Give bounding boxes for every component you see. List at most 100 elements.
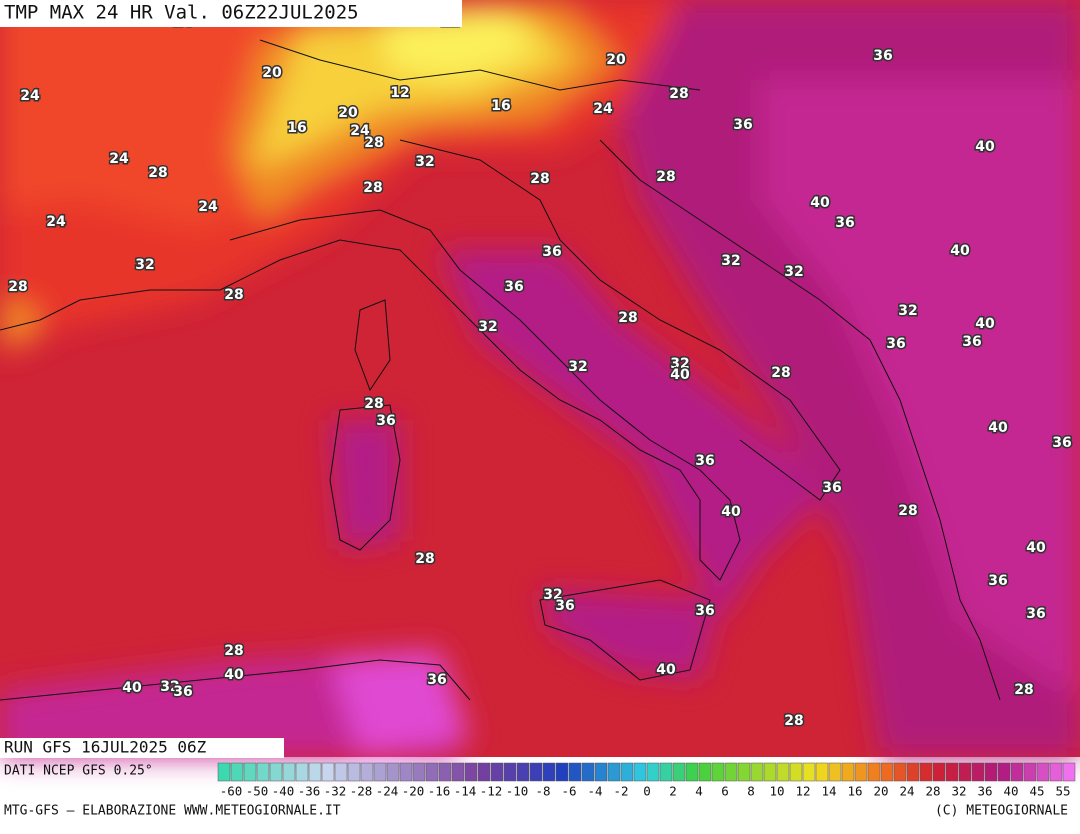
contour-label: 28 [656,169,675,185]
contour-label: 36 [1052,435,1071,451]
contour-label: 28 [8,279,27,295]
colorbar-swatch [789,762,803,782]
contour-label: 28 [530,171,549,187]
colorbar-label: 6 [721,784,729,799]
contour-label: 24 [46,214,66,230]
colorbar-swatch [451,762,465,782]
colorbar-label: 4 [695,784,703,799]
bottom-panel: DATI NCEP GFS 0.25° -60 -50 -40 -36 -32 -28 -2… [4,762,1076,819]
colorbar-label: -50 [246,784,269,799]
colorbar-swatch [503,762,517,782]
colorbar-label: 16 [847,784,862,799]
colorbar-swatch [594,762,608,782]
colorbar: -60 -50 -40 -36 -32 -28 -24 -20 -16 -14 -12 -10 -8 -6… [217,762,1076,799]
contour-label: 40 [1026,540,1046,556]
contour-label: 32 [670,356,689,372]
colorbar-label: 10 [769,784,784,799]
colorbar-swatch [334,762,348,782]
colorbar-swatch [932,762,946,782]
contour-label: 40 [224,667,244,683]
contour-label: 20 [338,105,358,121]
colorbar-label: -60 [220,784,243,799]
contour-label: 28 [415,551,434,567]
colorbar-swatch [997,762,1011,782]
colorbar-swatch [269,762,283,782]
contour-label: 28 [784,713,803,729]
contour-label: 28 [364,135,383,151]
colorbar-swatch [646,762,660,782]
colorbar-swatch [815,762,829,782]
colorbar-swatch [464,762,478,782]
colorbar-swatch [555,762,569,782]
contour-label: 36 [886,336,905,352]
contour-label: 36 [695,453,714,469]
contour-label: 36 [376,413,395,429]
colorbar-label: 28 [925,784,940,799]
contour-label: 32 [160,679,179,695]
contour-label: 40 [975,139,995,155]
contour-label: 16 [287,120,306,136]
colorbar-swatch [958,762,972,782]
colorbar-swatch [659,762,673,782]
contour-label: 24 [109,151,129,167]
contour-label: 28 [224,287,243,303]
colorbar-swatch [243,762,257,782]
colorbar-label: 8 [747,784,755,799]
colorbar-swatch [633,762,647,782]
contour-label: 40 [810,195,830,211]
map-title: TMP MAX 24 HR Val. 06Z22JUL2025 [4,2,359,24]
contour-label: 40 [721,504,741,520]
colorbar-swatch [841,762,855,782]
contour-label: 28 [898,503,917,519]
colorbar-swatch [763,762,777,782]
colorbar-swatch [724,762,738,782]
contour-label: 20 [606,52,626,68]
colorbar-swatch [581,762,595,782]
colorbar-label: 24 [899,784,914,799]
colorbar-swatch [412,762,426,782]
colorbar-swatch [776,762,790,782]
contour-label: 32 [135,257,154,273]
colorbar-swatch [1036,762,1050,782]
colorbar-swatch [217,762,231,782]
contour-label: 28 [148,165,167,181]
colorbar-swatch [360,762,374,782]
contour-label: 32 [415,154,434,170]
colorbar-swatch [919,762,933,782]
colorbar-swatch [945,762,959,782]
run-info: RUN GFS 16JUL2025 06Z [4,738,207,757]
contour-label: 40 [670,367,690,383]
colorbar-label: 36 [977,784,992,799]
contour-label: 36 [835,215,854,231]
colorbar-label: -40 [272,784,295,799]
footer-left: MTG-GFS — ELABORAZIONE WWW.METEOGIORNALE… [4,804,341,819]
colorbar-swatch [1010,762,1024,782]
colorbar-swatch [490,762,504,782]
run-box [0,738,284,758]
colorbar-swatch [542,762,556,782]
colorbar-swatch [971,762,985,782]
colorbar-swatch [750,762,764,782]
colorbar-label: 0 [643,784,651,799]
contour-label: 36 [427,672,446,688]
colorbar-swatch [620,762,634,782]
contour-label: 32 [721,253,740,269]
colorbar-swatch [906,762,920,782]
colorbar-label: 2 [669,784,677,799]
contour-label: 40 [950,243,970,259]
contour-label: 36 [555,598,574,614]
colorbar-swatch [854,762,868,782]
colorbar-label: -14 [454,784,477,799]
contour-label: 28 [618,310,637,326]
colorbar-label: 14 [821,784,836,799]
contour-label: 32 [478,319,497,335]
colorbar-label: -28 [350,784,373,799]
colorbar-label: 55 [1055,784,1070,799]
contour-label: 32 [543,587,562,603]
colorbar-swatch [893,762,907,782]
contour-label: 40 [988,420,1008,436]
contour-label: 36 [988,573,1007,589]
contour-label: 24 [593,101,613,117]
colorbar-label: 45 [1029,784,1044,799]
